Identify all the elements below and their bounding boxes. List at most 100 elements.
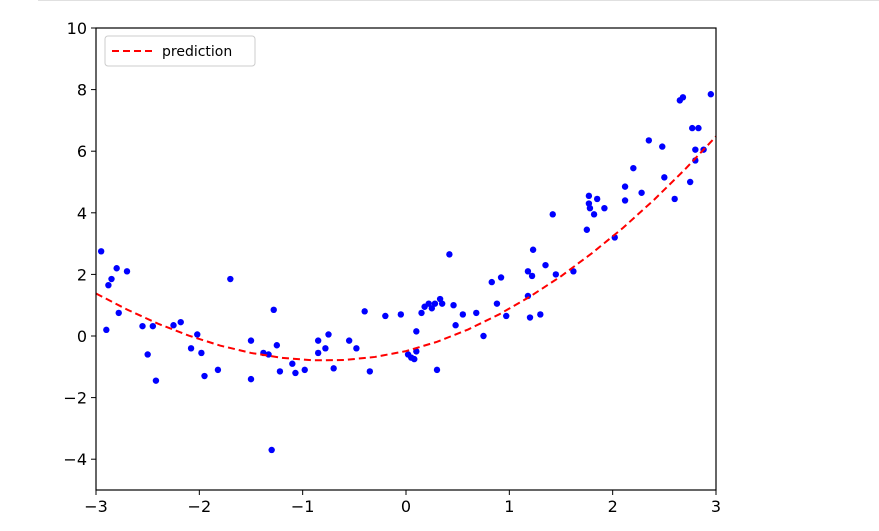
data-point [537, 311, 544, 318]
y-tick-label: 8 [77, 81, 87, 100]
data-point [593, 195, 601, 203]
data-point [123, 268, 131, 275]
data-point [473, 309, 480, 317]
x-tick-label: 3 [711, 497, 721, 516]
y-tick-label: 4 [77, 204, 87, 223]
data-point [645, 137, 653, 144]
data-point [431, 300, 439, 307]
data-point [488, 278, 495, 286]
data-point [679, 94, 687, 101]
y-tick-label: 0 [77, 327, 87, 346]
data-point [214, 366, 222, 374]
data-point [446, 251, 453, 258]
data-point [707, 91, 715, 98]
data-point [601, 204, 608, 212]
data-point [113, 265, 120, 272]
data-point [397, 311, 405, 318]
data-point [149, 322, 157, 330]
data-point [227, 275, 234, 283]
data-point [144, 351, 151, 358]
data-point [428, 305, 436, 312]
data-point [542, 261, 549, 269]
data-point [497, 274, 505, 281]
data-point [621, 197, 629, 204]
data-point [630, 164, 637, 172]
data-point [661, 174, 668, 181]
data-point [459, 311, 467, 318]
data-point [105, 281, 112, 289]
data-point [590, 211, 598, 218]
data-point [524, 268, 532, 275]
data-point [322, 345, 329, 352]
data-point [452, 322, 459, 329]
data-point [314, 337, 322, 344]
prediction-line [95, 135, 717, 362]
data-point [194, 331, 201, 338]
axes-frame [95, 27, 717, 491]
y-tick-label: 2 [77, 265, 87, 284]
data-point [115, 309, 122, 317]
data-point [695, 124, 702, 132]
data-point [289, 360, 296, 367]
x-tick-label: 0 [401, 497, 411, 516]
data-point [549, 211, 556, 218]
data-point [692, 146, 699, 153]
x-tick-label: 2 [608, 497, 618, 516]
x-tick-label: −3 [84, 497, 108, 516]
data-point [586, 204, 594, 212]
data-point [366, 368, 374, 375]
data-point [292, 369, 299, 377]
data-point [247, 337, 255, 344]
data-point [325, 331, 332, 338]
data-point [97, 248, 105, 255]
data-point [526, 314, 534, 321]
data-point [686, 178, 694, 186]
data-point [671, 195, 678, 203]
data-point [583, 226, 591, 233]
data-point [270, 306, 277, 314]
data-point [552, 271, 560, 278]
data-point [170, 322, 177, 329]
x-tick-label: −2 [188, 497, 212, 516]
data-point [353, 345, 360, 352]
data-point [361, 308, 368, 315]
data-point [152, 377, 160, 384]
data-point [247, 375, 255, 383]
data-point [503, 312, 510, 320]
data-point [433, 366, 441, 374]
data-point [273, 342, 281, 349]
data-point [638, 189, 645, 196]
data-point [659, 143, 666, 150]
y-axis: −4 −2 0 2 4 6 8 10 [63, 19, 96, 469]
data-point [139, 322, 146, 330]
data-point [411, 355, 418, 363]
data-point [201, 372, 208, 380]
y-tick-label: −2 [63, 389, 87, 408]
data-point [528, 272, 536, 280]
data-point [314, 349, 322, 357]
data-point [301, 366, 308, 374]
data-point [382, 312, 389, 320]
data-point [418, 309, 425, 317]
legend: prediction [104, 35, 256, 67]
data-point [438, 300, 446, 307]
scatter-points [97, 91, 715, 454]
data-point [276, 368, 284, 375]
data-point [450, 302, 457, 309]
x-tick-label: 1 [504, 497, 514, 516]
data-point [330, 365, 337, 372]
y-tick-label: −4 [63, 450, 87, 469]
data-point [529, 246, 537, 253]
data-point [493, 300, 501, 307]
x-axis: −3 −2 −1 0 1 2 3 [84, 490, 721, 516]
legend-label-prediction: prediction [162, 44, 232, 60]
x-tick-label: −1 [291, 497, 315, 516]
data-point [108, 275, 115, 283]
data-point [689, 124, 696, 132]
data-point [425, 300, 432, 307]
data-point [268, 446, 275, 454]
data-point [570, 268, 577, 275]
legend-box [104, 35, 256, 67]
data-point [480, 332, 487, 340]
